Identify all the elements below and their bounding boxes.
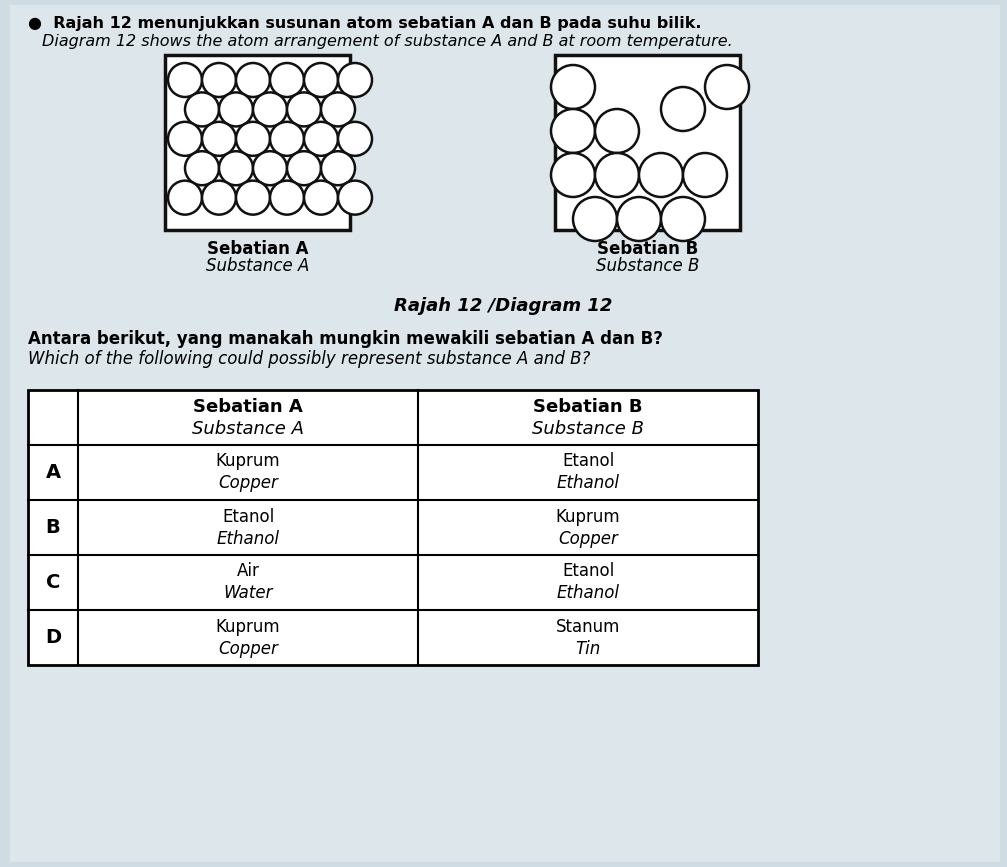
- Circle shape: [168, 122, 202, 156]
- Text: Sebatian A: Sebatian A: [206, 240, 308, 258]
- Bar: [28, 390, 758, 665]
- Text: Kuprum: Kuprum: [556, 507, 620, 525]
- Circle shape: [304, 180, 338, 215]
- Text: Ethanol: Ethanol: [557, 584, 619, 603]
- Text: Substance B: Substance B: [532, 420, 644, 438]
- Circle shape: [185, 151, 219, 186]
- Text: Stanum: Stanum: [556, 617, 620, 636]
- Text: Ethanol: Ethanol: [217, 530, 280, 547]
- Circle shape: [236, 180, 270, 215]
- Circle shape: [595, 153, 639, 197]
- Text: D: D: [45, 628, 61, 647]
- Circle shape: [304, 63, 338, 97]
- Text: Substance B: Substance B: [596, 257, 699, 275]
- Circle shape: [321, 151, 355, 186]
- Text: Copper: Copper: [219, 474, 278, 492]
- Text: Kuprum: Kuprum: [215, 617, 280, 636]
- Text: Etanol: Etanol: [562, 563, 614, 581]
- Circle shape: [253, 93, 287, 127]
- Circle shape: [573, 197, 617, 241]
- Circle shape: [338, 63, 372, 97]
- Circle shape: [219, 151, 253, 186]
- Text: Kuprum: Kuprum: [215, 453, 280, 471]
- Bar: [165, 55, 350, 230]
- Text: A: A: [45, 463, 60, 482]
- Circle shape: [168, 63, 202, 97]
- Circle shape: [705, 65, 749, 109]
- Circle shape: [683, 153, 727, 197]
- Text: Diagram 12 shows the atom arrangement of substance A and B at room temperature.: Diagram 12 shows the atom arrangement of…: [42, 34, 733, 49]
- Text: C: C: [45, 573, 60, 592]
- Circle shape: [202, 63, 236, 97]
- Circle shape: [270, 122, 304, 156]
- Text: Copper: Copper: [558, 530, 618, 547]
- Circle shape: [168, 180, 202, 215]
- Circle shape: [321, 93, 355, 127]
- Circle shape: [236, 63, 270, 97]
- Circle shape: [202, 180, 236, 215]
- Text: Air: Air: [237, 563, 260, 581]
- Circle shape: [202, 122, 236, 156]
- Circle shape: [236, 122, 270, 156]
- Circle shape: [551, 109, 595, 153]
- Circle shape: [253, 151, 287, 186]
- Text: Tin: Tin: [575, 640, 600, 657]
- Text: Which of the following could possibly represent substance A and B?: Which of the following could possibly re…: [28, 350, 590, 368]
- Circle shape: [617, 197, 661, 241]
- Circle shape: [304, 122, 338, 156]
- Text: Rajah 12 /Diagram 12: Rajah 12 /Diagram 12: [394, 297, 612, 315]
- Circle shape: [661, 87, 705, 131]
- Bar: [555, 55, 740, 230]
- Circle shape: [287, 93, 321, 127]
- Circle shape: [270, 180, 304, 215]
- Circle shape: [287, 151, 321, 186]
- Text: Substance A: Substance A: [205, 257, 309, 275]
- Circle shape: [639, 153, 683, 197]
- Circle shape: [595, 109, 639, 153]
- Text: Water: Water: [224, 584, 273, 603]
- Text: Sebatian B: Sebatian B: [597, 240, 698, 258]
- Text: B: B: [45, 518, 60, 537]
- Circle shape: [270, 63, 304, 97]
- Circle shape: [338, 122, 372, 156]
- Text: Antara berikut, yang manakah mungkin mewakili sebatian A dan B?: Antara berikut, yang manakah mungkin mew…: [28, 330, 663, 348]
- Bar: [28, 390, 758, 665]
- Text: Copper: Copper: [219, 640, 278, 657]
- Text: Etanol: Etanol: [562, 453, 614, 471]
- Text: Etanol: Etanol: [222, 507, 274, 525]
- Text: Sebatian A: Sebatian A: [193, 397, 303, 415]
- Text: Sebatian B: Sebatian B: [534, 397, 642, 415]
- Circle shape: [551, 153, 595, 197]
- Text: Substance A: Substance A: [192, 420, 304, 438]
- Text: ●  Rajah 12 menunjukkan susunan atom sebatian A dan B pada suhu bilik.: ● Rajah 12 menunjukkan susunan atom seba…: [28, 16, 702, 31]
- Circle shape: [661, 197, 705, 241]
- Circle shape: [219, 93, 253, 127]
- Circle shape: [185, 93, 219, 127]
- Circle shape: [338, 180, 372, 215]
- Text: Ethanol: Ethanol: [557, 474, 619, 492]
- Circle shape: [551, 65, 595, 109]
